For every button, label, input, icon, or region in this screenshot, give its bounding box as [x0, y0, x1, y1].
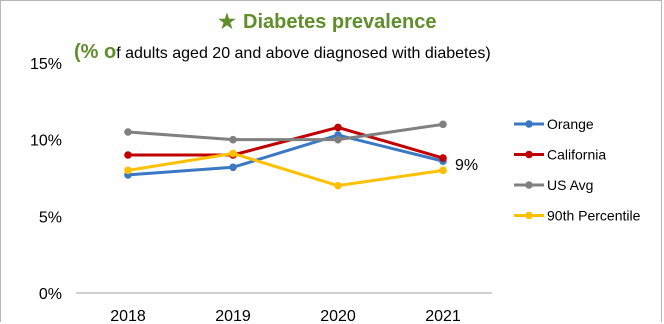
data-point-us-avg — [229, 135, 237, 144]
data-label-california-2021: 9% — [455, 157, 478, 174]
data-point-california — [439, 154, 447, 162]
x-tick-label: 2018 — [110, 308, 146, 324]
series-lines — [124, 120, 447, 190]
series-line-california — [128, 125, 444, 160]
data-point-90th-percentile — [334, 181, 342, 190]
chart-title-group: ★ Diabetes prevalence — [218, 11, 436, 33]
legend-label: Orange — [547, 116, 594, 132]
legend: Orange California US Avg 90th Percentile — [514, 116, 641, 224]
legend-item-orange: Orange — [514, 116, 594, 132]
chart-subtitle: (% of adults aged 20 and above diagnosed… — [74, 41, 491, 63]
x-tick-label: 2021 — [425, 308, 461, 324]
series-line-us-avg — [127, 122, 444, 142]
data-point-california — [124, 151, 132, 159]
legend-marker — [525, 150, 533, 159]
y-tick-label: 5% — [39, 209, 62, 226]
data-point-orange — [229, 163, 237, 172]
y-axis-ticks: 0% 5% 10% 15% — [30, 56, 62, 303]
data-point-90th-percentile — [124, 166, 132, 175]
data-point-california — [334, 123, 342, 132]
data-point-us-avg — [124, 128, 132, 136]
series-line-orange — [127, 133, 444, 177]
legend-label: California — [547, 147, 606, 163]
data-point-us-avg — [334, 135, 342, 144]
title-star-icon: ★ — [218, 11, 236, 33]
legend-label: US Avg — [547, 177, 593, 193]
legend-item-us-avg: US Avg — [514, 177, 593, 193]
subtitle-prefix: (% o — [74, 41, 116, 63]
legend-marker — [525, 211, 533, 220]
series-line-90th-percentile — [127, 151, 444, 188]
y-tick-label: 10% — [30, 133, 62, 150]
data-point-90th-percentile — [439, 166, 447, 175]
legend-label: 90th Percentile — [547, 208, 641, 224]
x-tick-label: 2020 — [320, 308, 356, 324]
x-axis-ticks: 2018 2019 2020 2021 — [110, 308, 461, 324]
legend-item-california: California — [514, 147, 606, 163]
legend-item-90th-percentile: 90th Percentile — [514, 208, 641, 224]
data-point-90th-percentile — [229, 149, 237, 158]
y-tick-label: 0% — [39, 286, 62, 303]
y-tick-label: 15% — [30, 56, 62, 73]
legend-marker — [525, 181, 533, 189]
x-tick-label: 2019 — [215, 308, 251, 324]
legend-marker — [525, 120, 533, 128]
subtitle-text: f adults aged 20 and above diagnosed wit… — [116, 45, 491, 62]
data-point-us-avg — [439, 120, 447, 129]
chart-title: Diabetes prevalence — [243, 11, 436, 33]
